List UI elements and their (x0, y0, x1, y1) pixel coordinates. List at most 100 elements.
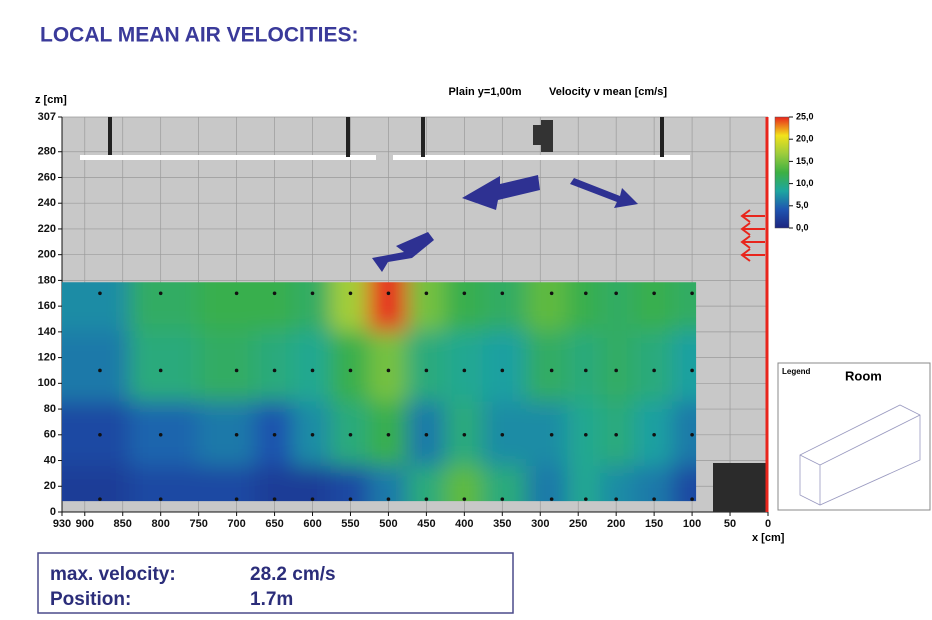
heat-cell (568, 331, 602, 404)
y-tick-label: 20 (44, 480, 56, 492)
colorbar-tick-label: 25,0 (796, 111, 814, 121)
measurement-point (311, 369, 315, 373)
measurement-point (387, 497, 391, 501)
measurement-point (235, 291, 239, 295)
room-legend-box (778, 363, 930, 510)
x-tick-label: 930 (53, 518, 71, 530)
heat-cell (330, 331, 370, 404)
measurement-point (550, 497, 554, 501)
y-tick-label: 120 (38, 352, 56, 364)
measurement-point (584, 291, 588, 295)
y-tick-label: 160 (38, 300, 56, 312)
measurement-point (235, 497, 239, 501)
heat-cell (482, 402, 528, 468)
measurement-point (690, 369, 694, 373)
heat-cell (406, 331, 446, 404)
measurement-point (501, 497, 505, 501)
measurement-point (501, 291, 505, 295)
x-tick-label: 100 (683, 518, 701, 530)
y-tick-label: 40 (44, 454, 56, 466)
measurement-point (690, 497, 694, 501)
measurement-point (550, 369, 554, 373)
measurement-point (425, 291, 429, 295)
colorbar-tick-label: 20,0 (796, 134, 814, 144)
x-tick-label: 50 (724, 518, 736, 530)
page: LOCAL MEAN AIR VELOCITIES: Plain y=1,00m… (0, 0, 932, 615)
colorbar-tick-label: 15,0 (796, 156, 814, 166)
y-tick-label: 80 (44, 403, 56, 415)
measurement-point (614, 433, 618, 437)
x-tick-label: 750 (189, 518, 207, 530)
y-tick-label: 140 (38, 326, 56, 338)
heat-cell (482, 331, 528, 404)
measurement-point (387, 369, 391, 373)
measurement-point (425, 433, 429, 437)
max-velocity: 28.2 cm/s (250, 564, 336, 585)
measurement-point (584, 497, 588, 501)
measurement-point (273, 433, 277, 437)
x-tick-label: 700 (227, 518, 245, 530)
heat-cell (526, 331, 570, 404)
measurement-point (614, 369, 618, 373)
measurement-point (98, 497, 102, 501)
colorbar-tick-label: 0,0 (796, 222, 809, 232)
measurement-point (98, 291, 102, 295)
measurement-point (463, 433, 467, 437)
heat-cell (600, 331, 636, 404)
heat-cell (198, 466, 257, 564)
heat-cell (568, 466, 602, 564)
measurement-point (98, 433, 102, 437)
x-tick-label: 250 (569, 518, 587, 530)
y-tick-label: 180 (38, 274, 56, 286)
colorbar-tick-label: 5,0 (796, 200, 809, 210)
x-tick-label: 800 (152, 518, 170, 530)
heat-cell (129, 402, 199, 468)
x-tick-label: 850 (114, 518, 132, 530)
x-axis-label: x [cm] (752, 532, 785, 544)
colorbar-tick-label: 10,0 (796, 178, 814, 188)
heat-cell (634, 331, 674, 404)
measurement-point (425, 369, 429, 373)
y-tick-label: 280 (38, 146, 56, 158)
x-tick-label: 450 (417, 518, 435, 530)
value-label: Velocity v mean [cm/s] (549, 86, 667, 98)
measurement-point (652, 497, 656, 501)
heat-cell (129, 466, 199, 564)
x-tick-label: 200 (607, 518, 625, 530)
heat-cell (198, 331, 257, 404)
measurement-point (98, 369, 102, 373)
x-tick-label: 350 (493, 518, 511, 530)
measurement-point (387, 291, 391, 295)
heat-cell (38, 331, 131, 404)
measurement-point (273, 291, 277, 295)
legend-label: Legend (782, 367, 811, 376)
heat-cell (526, 402, 570, 468)
colorbar (775, 117, 789, 228)
measurement-point (311, 291, 315, 295)
y-tick-label: 240 (38, 197, 56, 209)
heat-cell (255, 331, 295, 404)
x-tick-label: 300 (531, 518, 549, 530)
heat-cell (526, 466, 570, 564)
heat-cell (293, 331, 333, 404)
heat-cell (198, 402, 257, 468)
measurement-point (584, 433, 588, 437)
measurement-point (501, 433, 505, 437)
x-tick-label: 0 (765, 518, 771, 530)
y-tick-label: 260 (38, 171, 56, 183)
y-axis-label: z [cm] (35, 94, 67, 106)
x-tick-label: 650 (265, 518, 283, 530)
measurement-point (501, 369, 505, 373)
measurement-point (273, 497, 277, 501)
x-tick-label: 600 (303, 518, 321, 530)
measurement-point (690, 291, 694, 295)
measurement-point (387, 433, 391, 437)
position-label: Position: (50, 589, 131, 610)
measurement-point (235, 369, 239, 373)
measurement-point (463, 369, 467, 373)
measurement-point (550, 291, 554, 295)
measurement-point (349, 369, 353, 373)
heat-cell (600, 466, 636, 564)
measurement-point (614, 291, 618, 295)
y-tick-label: 0 (50, 506, 56, 518)
